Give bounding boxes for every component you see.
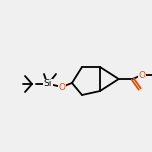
Text: O: O bbox=[59, 83, 66, 92]
Text: Si: Si bbox=[44, 79, 52, 88]
Text: O: O bbox=[138, 71, 145, 79]
